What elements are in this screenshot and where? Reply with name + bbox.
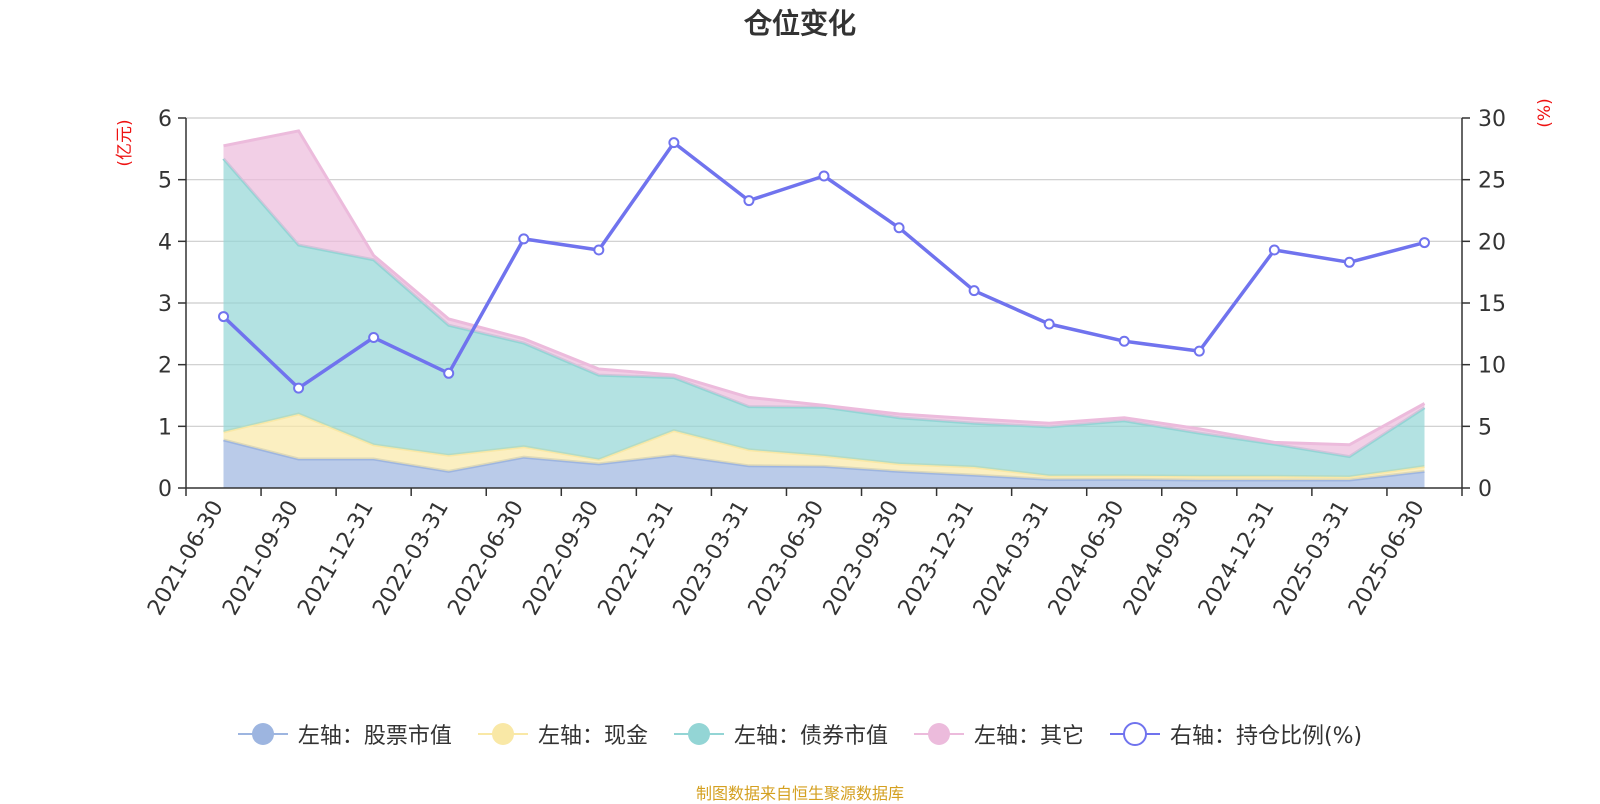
- line-point: [818, 170, 830, 182]
- line-point: [743, 195, 755, 207]
- x-tick-label: 2024-12-31: [1194, 497, 1280, 620]
- line-point: [1268, 244, 1280, 256]
- line-point: [518, 233, 530, 245]
- legend-label: 左轴：债券市值: [733, 724, 888, 749]
- x-tick-label: 2024-09-30: [1119, 497, 1205, 620]
- left-tick-label: 5: [158, 169, 172, 194]
- line-point: [968, 285, 980, 297]
- legend-label: 左轴：现金: [537, 724, 648, 749]
- right-tick-label: 5: [1478, 415, 1492, 440]
- line-point: [293, 382, 305, 394]
- left-tick-label: 1: [158, 415, 172, 440]
- legend-label: 右轴：持仓比例(%): [1169, 724, 1363, 749]
- x-tick-label: 2022-06-30: [443, 497, 529, 620]
- legend-item[interactable]: 左轴：现金: [477, 718, 648, 750]
- left-tick-label: 0: [158, 477, 172, 502]
- line-point: [668, 137, 680, 149]
- chart-canvas: 01234560510152025302021-06-302021-09-302…: [115, 98, 1555, 620]
- line-point: [1193, 345, 1205, 357]
- left-axis-unit: (亿元): [115, 119, 135, 166]
- area-series: [222, 129, 1426, 488]
- x-tick-label: 2022-12-31: [593, 497, 679, 620]
- x-tick-label: 2024-06-30: [1044, 497, 1130, 620]
- x-tick-label: 2023-06-30: [744, 497, 830, 620]
- legend-swatch: [913, 723, 964, 745]
- line-point: [1343, 256, 1355, 268]
- x-tick-label: 2023-12-31: [894, 497, 980, 620]
- area-左轴：股票市值: [223, 439, 1425, 488]
- x-tick-label: 2021-06-30: [143, 497, 229, 620]
- line-series: [218, 137, 1430, 394]
- right-tick-label: 15: [1478, 292, 1506, 317]
- left-tick-label: 2: [158, 354, 172, 379]
- legend-item[interactable]: 右轴：持仓比例(%): [1109, 718, 1363, 750]
- legend-swatch: [673, 723, 724, 745]
- left-tick-label: 4: [158, 230, 172, 255]
- legend: 左轴：股票市值 左轴：现金 左轴：债券市值 左轴：其它 右轴：持仓比例(%): [0, 718, 1600, 750]
- legend-label: 左轴：股票市值: [297, 724, 452, 749]
- legend-item[interactable]: 左轴：股票市值: [237, 718, 452, 750]
- legend-swatch: [237, 723, 288, 745]
- line-point: [218, 311, 230, 323]
- legend-label: 左轴：其它: [973, 724, 1084, 749]
- right-tick-label: 25: [1478, 169, 1506, 194]
- line-point: [443, 367, 455, 379]
- line-point: [1118, 335, 1130, 347]
- x-tick-label: 2021-12-31: [293, 497, 379, 620]
- x-tick-label: 2024-03-31: [969, 497, 1055, 620]
- right-tick-label: 0: [1478, 477, 1492, 502]
- x-tick-label: 2023-09-30: [819, 497, 905, 620]
- chart-title: 仓位变化: [743, 7, 856, 40]
- legend-swatch: [477, 723, 528, 745]
- source-note: 制图数据来自恒生聚源数据库: [695, 784, 904, 803]
- right-tick-label: 30: [1478, 107, 1506, 132]
- x-tick-label: 2022-09-30: [518, 497, 604, 620]
- legend-item[interactable]: 左轴：其它: [913, 718, 1084, 750]
- legend-swatch: [1109, 722, 1160, 746]
- x-tick-label: 2021-09-30: [218, 497, 304, 620]
- area-edge: [223, 129, 1426, 447]
- right-axis-unit: (%): [1535, 98, 1555, 127]
- area-左轴：债券市值: [223, 158, 1425, 477]
- line-point: [593, 244, 605, 256]
- x-tick-label: 2025-06-30: [1344, 497, 1430, 620]
- x-tick-label: 2023-03-31: [669, 497, 755, 620]
- right-tick-label: 20: [1478, 230, 1506, 255]
- right-tick-label: 10: [1478, 354, 1506, 379]
- x-tick-label: 2022-03-31: [368, 497, 454, 620]
- line-point: [893, 222, 905, 234]
- line-point: [368, 332, 380, 344]
- legend-item[interactable]: 左轴：债券市值: [673, 718, 888, 750]
- x-tick-label: 2025-03-31: [1269, 497, 1355, 620]
- left-tick-label: 6: [158, 107, 172, 132]
- line-point: [1043, 318, 1055, 330]
- left-tick-label: 3: [158, 292, 172, 317]
- line-point: [1418, 237, 1430, 249]
